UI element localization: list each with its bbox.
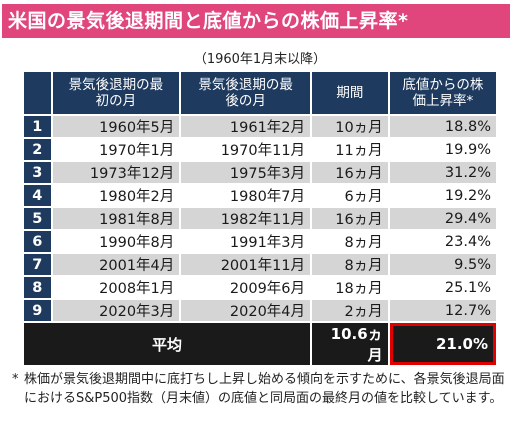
rate: 9.5% — [389, 254, 496, 275]
start-month: 2008年1月 — [52, 277, 180, 298]
period: 18ヵ月 — [312, 277, 388, 298]
average-rate: 21.0% — [389, 323, 496, 365]
start-month: 1980年2月 — [52, 185, 180, 206]
average-row: 平均 10.6ヵ月 21.0% — [24, 323, 496, 365]
table-row: 4 1980年2月 1980年7月 6ヵ月 19.2% — [24, 185, 496, 206]
row-number: 3 — [24, 162, 51, 183]
start-month: 1990年8月 — [52, 231, 180, 252]
end-month: 1961年2月 — [181, 116, 311, 137]
end-month: 1970年11月 — [181, 139, 311, 160]
start-month: 1981年8月 — [52, 208, 180, 229]
row-number: 7 — [24, 254, 51, 275]
table-header-row: 景気後退期の最初の月 景気後退期の最後の月 期間 底値からの株価上昇率* — [24, 72, 496, 114]
end-month: 1980年7月 — [181, 185, 311, 206]
start-month: 1973年12月 — [52, 162, 180, 183]
rate: 18.8% — [389, 116, 496, 137]
footnote-mark: * — [12, 372, 19, 387]
page-title: 米国の景気後退期間と底値からの株価上昇率* — [2, 4, 510, 38]
period: 2ヵ月 — [312, 300, 388, 321]
table-row: 1 1960年5月 1961年2月 10ヵ月 18.8% — [24, 116, 496, 137]
header-start: 景気後退期の最初の月 — [52, 72, 180, 114]
period: 16ヵ月 — [312, 162, 388, 183]
start-month: 1970年1月 — [52, 139, 180, 160]
footnote: * 株価が景気後退期間中に底打ちし上昇し始める傾向を示すために、各景気後退局面に… — [12, 370, 512, 408]
rate: 29.4% — [389, 208, 496, 229]
rate: 25.1% — [389, 277, 496, 298]
period: 8ヵ月 — [312, 231, 388, 252]
row-number: 1 — [24, 116, 51, 137]
end-month: 2020年4月 — [181, 300, 311, 321]
end-month: 1991年3月 — [181, 231, 311, 252]
start-month: 1960年5月 — [52, 116, 180, 137]
header-rate: 底値からの株価上昇率* — [389, 72, 496, 114]
start-month: 2001年4月 — [52, 254, 180, 275]
rate: 12.7% — [389, 300, 496, 321]
table-row: 2 1970年1月 1970年11月 11ヵ月 19.9% — [24, 139, 496, 160]
average-period: 10.6ヵ月 — [312, 323, 388, 365]
row-number: 6 — [24, 231, 51, 252]
table-row: 8 2008年1月 2009年6月 18ヵ月 25.1% — [24, 277, 496, 298]
header-no — [24, 72, 51, 114]
period: 6ヵ月 — [312, 185, 388, 206]
rate: 19.2% — [389, 185, 496, 206]
table-row: 9 2020年3月 2020年4月 2ヵ月 12.7% — [24, 300, 496, 321]
rate: 31.2% — [389, 162, 496, 183]
rate: 19.9% — [389, 139, 496, 160]
end-month: 1982年11月 — [181, 208, 311, 229]
period: 11ヵ月 — [312, 139, 388, 160]
end-month: 2009年6月 — [181, 277, 311, 298]
start-month: 2020年3月 — [52, 300, 180, 321]
period: 16ヵ月 — [312, 208, 388, 229]
row-number: 2 — [24, 139, 51, 160]
row-number: 5 — [24, 208, 51, 229]
period: 10ヵ月 — [312, 116, 388, 137]
average-label: 平均 — [24, 323, 311, 365]
table-row: 3 1973年12月 1975年3月 16ヵ月 31.2% — [24, 162, 496, 183]
header-period: 期間 — [312, 72, 388, 114]
footnote-text: 株価が景気後退期間中に底打ちし上昇し始める傾向を示すために、各景気後退局面におけ… — [24, 372, 505, 406]
period: 8ヵ月 — [312, 254, 388, 275]
row-number: 4 — [24, 185, 51, 206]
rate: 23.4% — [389, 231, 496, 252]
subtitle: （1960年1月末以降） — [193, 52, 327, 67]
end-month: 2001年11月 — [181, 254, 311, 275]
table-row: 7 2001年4月 2001年11月 8ヵ月 9.5% — [24, 254, 496, 275]
end-month: 1975年3月 — [181, 162, 311, 183]
table-row: 6 1990年8月 1991年3月 8ヵ月 23.4% — [24, 231, 496, 252]
table-row: 5 1981年8月 1982年11月 16ヵ月 29.4% — [24, 208, 496, 229]
row-number: 9 — [24, 300, 51, 321]
row-number: 8 — [24, 277, 51, 298]
recession-table: 景気後退期の最初の月 景気後退期の最後の月 期間 底値からの株価上昇率* 1 1… — [22, 70, 498, 367]
header-end: 景気後退期の最後の月 — [181, 72, 311, 114]
